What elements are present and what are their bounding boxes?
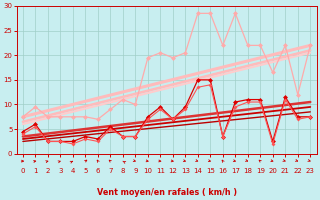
- X-axis label: Vent moyen/en rafales ( km/h ): Vent moyen/en rafales ( km/h ): [97, 188, 237, 197]
